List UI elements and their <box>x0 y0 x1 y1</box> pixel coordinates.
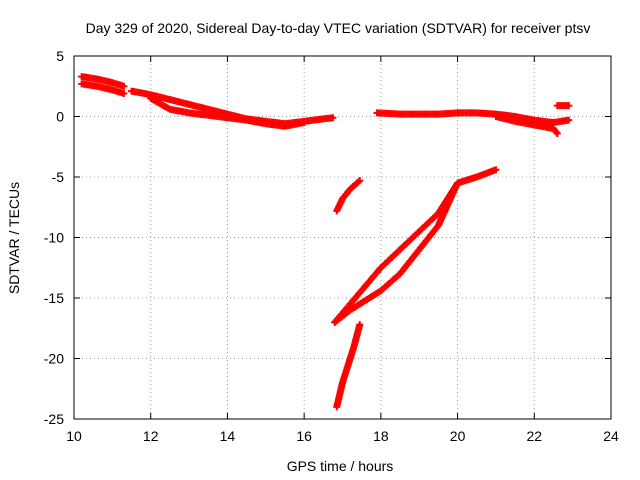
chart-title: Day 329 of 2020, Sidereal Day-to-day VTE… <box>86 20 591 36</box>
grid-lines <box>74 56 611 419</box>
x-tick-label: 20 <box>450 428 466 444</box>
data-point-arc-6a <box>492 166 500 174</box>
y-tick-label: -5 <box>52 169 65 185</box>
data-point-arc-6b <box>454 179 462 187</box>
y-tick-label: -10 <box>44 230 64 246</box>
data-point-arc-5 <box>356 177 364 185</box>
data-point-arc-1a <box>120 82 128 90</box>
y-tick-label: -15 <box>44 290 64 306</box>
data-point-arc-2 <box>329 114 337 122</box>
y-tick-label: -20 <box>44 351 64 367</box>
x-tick-label: 24 <box>603 428 619 444</box>
data-point-arc-3b <box>553 129 561 137</box>
x-axis-title: GPS time / hours <box>287 458 394 474</box>
data-point-arc-3 <box>565 116 573 124</box>
data-point-arc-1b <box>120 90 128 98</box>
data-point-arc-4 <box>565 102 573 110</box>
x-tick-label: 12 <box>143 428 159 444</box>
y-tick-label: 5 <box>56 48 64 64</box>
x-tick-label: 16 <box>296 428 312 444</box>
y-tick-label: -25 <box>44 411 64 427</box>
data-point-arc-2b <box>300 119 308 127</box>
x-tick-label: 14 <box>220 428 236 444</box>
x-tick-label: 10 <box>66 428 82 444</box>
axis-ticks: 10 12 14 16 18 20 22 24 5 0 -5 -10 -15 -20 -25 <box>44 48 619 444</box>
y-tick-label: 0 <box>56 109 64 125</box>
data-point-arc-7 <box>356 321 364 329</box>
y-axis-title: SDTVAR / TECUs <box>6 182 22 294</box>
x-tick-label: 18 <box>373 428 389 444</box>
data-points <box>78 73 573 411</box>
x-tick-label: 22 <box>526 428 542 444</box>
